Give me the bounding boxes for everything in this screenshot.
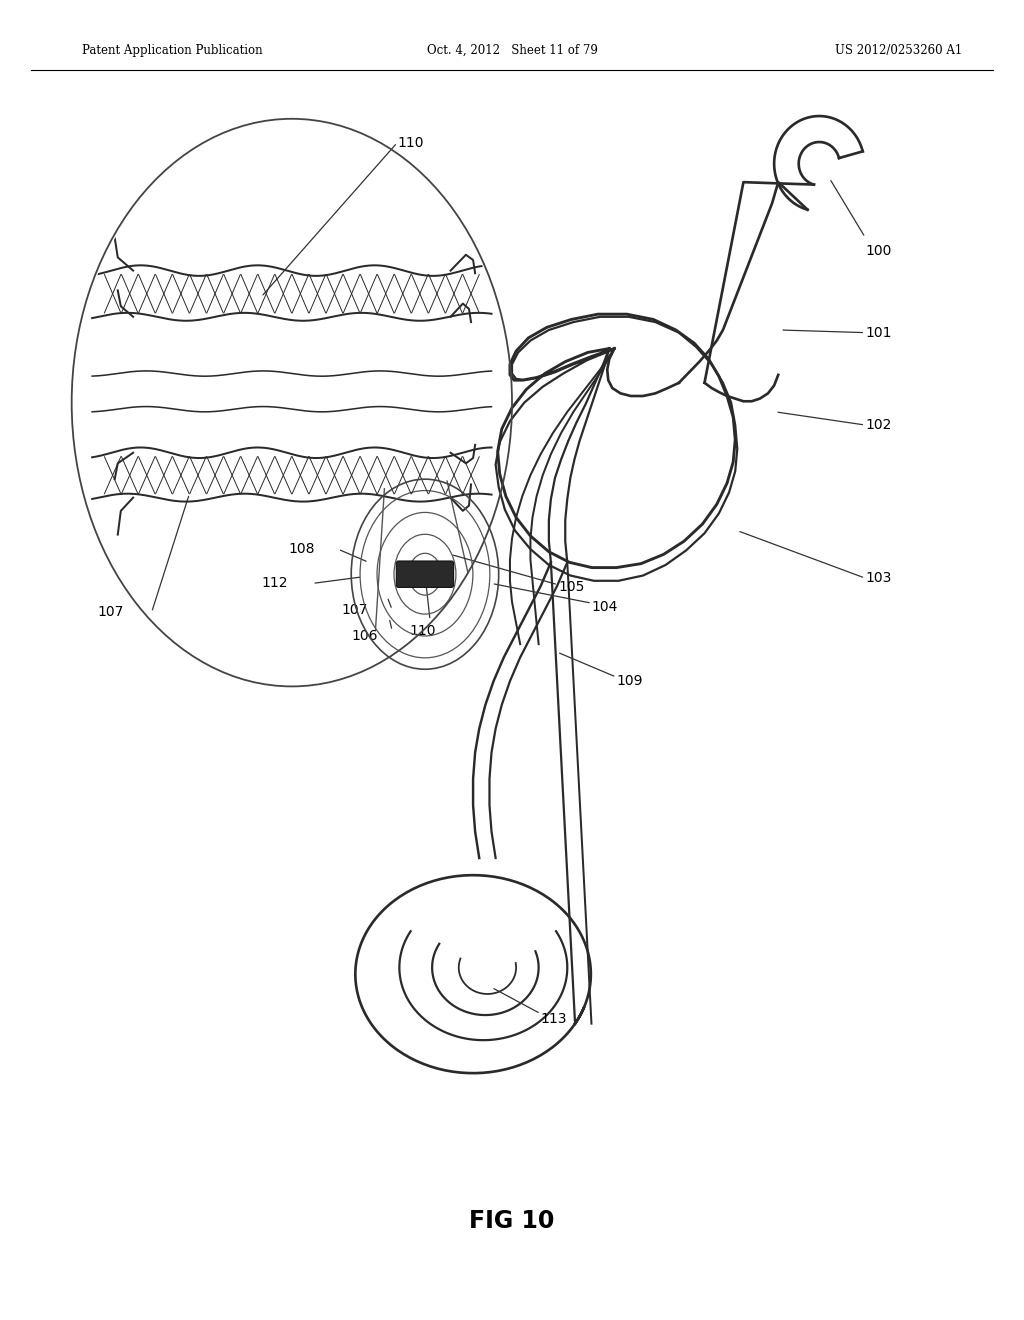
Text: 100: 100 [865, 244, 892, 257]
Text: 110: 110 [410, 624, 436, 638]
Text: Oct. 4, 2012   Sheet 11 of 79: Oct. 4, 2012 Sheet 11 of 79 [427, 44, 597, 57]
Text: 104: 104 [592, 601, 618, 614]
Text: 110: 110 [397, 136, 424, 149]
Text: 103: 103 [865, 572, 892, 585]
Text: 109: 109 [616, 675, 643, 688]
Text: 112: 112 [261, 577, 288, 590]
Text: 108: 108 [289, 543, 315, 556]
Text: Patent Application Publication: Patent Application Publication [82, 44, 262, 57]
Text: 107: 107 [97, 606, 124, 619]
Text: 106: 106 [351, 630, 378, 643]
Text: 113: 113 [541, 1012, 567, 1026]
Text: 107: 107 [341, 603, 368, 616]
Text: FIG 10: FIG 10 [469, 1209, 555, 1233]
Text: US 2012/0253260 A1: US 2012/0253260 A1 [836, 44, 963, 57]
Text: 102: 102 [865, 418, 892, 432]
FancyBboxPatch shape [396, 561, 454, 587]
Text: 101: 101 [865, 326, 892, 339]
Text: 105: 105 [558, 581, 585, 594]
